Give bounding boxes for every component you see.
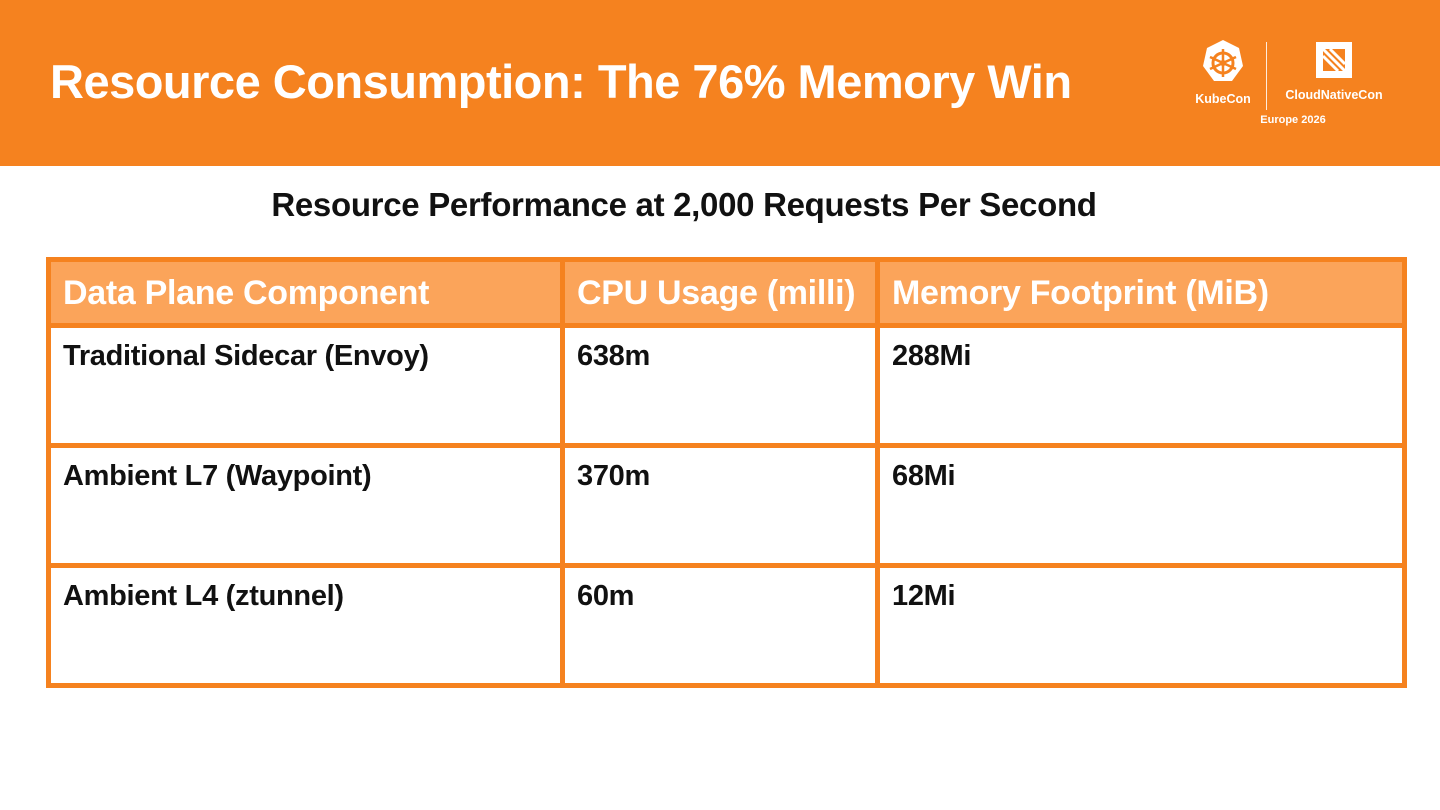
cell-cpu: 370m: [560, 443, 880, 568]
cloudnativecon-logo: CloudNativeCon: [1274, 38, 1394, 102]
cell-component: Traditional Sidecar (Envoy): [46, 323, 565, 448]
table-row: Ambient L7 (Waypoint) 370m 68Mi: [46, 443, 1407, 568]
table-row: Traditional Sidecar (Envoy) 638m 288Mi: [46, 323, 1407, 448]
kubecon-cloudnativecon-logo: KubeCon CloudNativeCon Europe 2026: [1190, 38, 1400, 133]
page-title: Resource Consumption: The 76% Memory Win: [50, 55, 1072, 108]
cell-memory: 12Mi: [875, 563, 1407, 688]
kubernetes-helm-icon: [1203, 40, 1243, 81]
event-label: Europe 2026: [1260, 114, 1326, 126]
cncf-icon: [1316, 42, 1352, 78]
header-bar: Resource Consumption: The 76% Memory Win…: [0, 0, 1440, 166]
table-caption: Resource Performance at 2,000 Requests P…: [271, 186, 1097, 223]
cell-memory: 68Mi: [875, 443, 1407, 568]
cell-cpu: 60m: [560, 563, 880, 688]
column-header-component: Data Plane Component: [46, 257, 565, 328]
table-row: Ambient L4 (ztunnel) 60m 12Mi: [46, 563, 1407, 688]
column-header-cpu: CPU Usage (milli): [560, 257, 880, 328]
cell-component: Ambient L7 (Waypoint): [46, 443, 565, 568]
logo-divider: [1266, 42, 1267, 110]
resource-table: Data Plane Component CPU Usage (milli) M…: [46, 257, 1407, 688]
cloudnativecon-label: CloudNativeCon: [1285, 88, 1383, 102]
cell-component: Ambient L4 (ztunnel): [46, 563, 565, 688]
cell-cpu: 638m: [560, 323, 880, 448]
cell-memory: 288Mi: [875, 323, 1407, 448]
kubecon-label: KubeCon: [1195, 92, 1251, 106]
table-header-row: Data Plane Component CPU Usage (milli) M…: [46, 257, 1407, 328]
kubecon-logo: KubeCon: [1190, 38, 1256, 106]
column-header-memory: Memory Footprint (MiB): [875, 257, 1407, 328]
